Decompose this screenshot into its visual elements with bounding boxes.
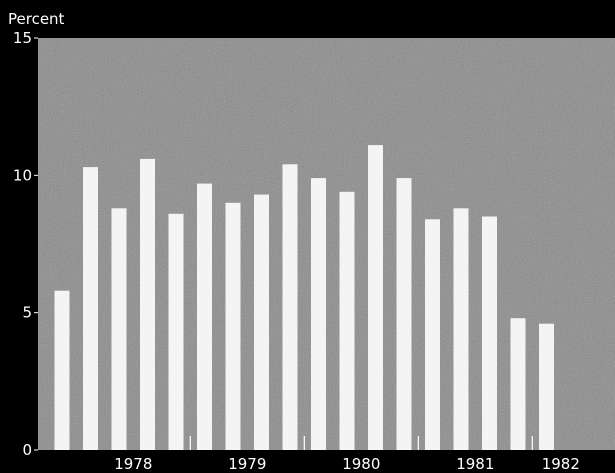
bar <box>368 145 383 450</box>
y-axis-ticks: 0 5 10 15 <box>13 29 38 459</box>
bar <box>510 318 526 450</box>
x-year-label: 1978 <box>114 455 152 473</box>
bar <box>254 194 269 450</box>
bar <box>539 323 554 450</box>
x-year-label: 1979 <box>228 455 266 473</box>
bar <box>482 216 497 450</box>
bar <box>54 290 70 450</box>
bars <box>54 145 554 451</box>
y-tick-label: 0 <box>22 441 32 459</box>
x-year-label: 1982 <box>542 455 580 473</box>
y-tick-label: 15 <box>13 29 32 47</box>
bar <box>168 213 184 450</box>
bar <box>339 191 355 451</box>
y-axis-unit-label: Percent <box>8 10 65 28</box>
y-tick-label: 10 <box>13 166 32 184</box>
bar <box>83 167 98 450</box>
bar <box>453 208 469 450</box>
x-year-label: 1980 <box>342 455 380 473</box>
x-axis-ticks: 1978 1979 1980 1981 1982 <box>114 436 580 473</box>
bar <box>197 183 212 450</box>
bar <box>225 202 241 450</box>
bar <box>111 208 127 450</box>
bar <box>282 164 298 451</box>
bar <box>396 178 412 450</box>
x-year-label: 1981 <box>456 455 494 473</box>
bar <box>425 219 440 450</box>
bar <box>140 158 155 450</box>
bar <box>311 178 326 450</box>
y-tick-label: 5 <box>22 304 32 322</box>
